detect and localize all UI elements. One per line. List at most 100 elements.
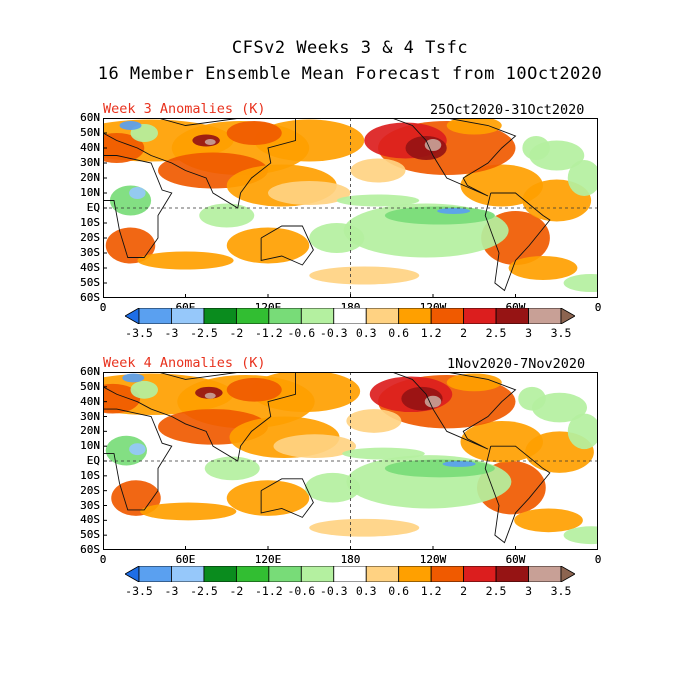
lat-label: 40S bbox=[80, 513, 100, 527]
colorbar-swatch bbox=[365, 566, 400, 582]
anomaly-region bbox=[140, 502, 237, 521]
lat-label: 20N bbox=[80, 424, 100, 438]
colorbar-label: 0.6 bbox=[388, 326, 410, 340]
anomaly-region bbox=[254, 119, 365, 162]
anomaly-region bbox=[122, 373, 145, 383]
lat-label: 30N bbox=[80, 409, 100, 423]
colorbar-label: -3 bbox=[164, 584, 179, 598]
lat-label: 10N bbox=[80, 439, 100, 453]
colorbar-label: -2 bbox=[229, 326, 244, 340]
lat-label: 10N bbox=[80, 186, 100, 199]
anomaly-region bbox=[532, 392, 587, 423]
lat-label: EQ bbox=[86, 201, 100, 214]
lat-label: 50S bbox=[80, 276, 100, 289]
lat-label: 40N bbox=[80, 141, 100, 154]
anomaly-region bbox=[226, 227, 310, 264]
colorbar-swatch bbox=[138, 308, 172, 324]
lat-label: 60N bbox=[80, 111, 100, 124]
colorbar-label: 3 bbox=[525, 584, 532, 598]
lat-label: 20S bbox=[80, 483, 100, 497]
colorbar-label: 3 bbox=[525, 326, 532, 340]
lat-label: 50N bbox=[80, 126, 100, 139]
lat-label: 50N bbox=[80, 379, 100, 393]
colorbar-swatch bbox=[495, 566, 529, 582]
colorbar-label: 3.5 bbox=[550, 584, 572, 598]
coastline bbox=[103, 118, 296, 209]
lat-label: 60N bbox=[80, 111, 100, 124]
lon-label: 120W bbox=[419, 553, 447, 566]
lat-label: 60S bbox=[80, 291, 100, 304]
title-line-1: CFSv2 Weeks 3 & 4 Tsfc bbox=[231, 38, 469, 58]
lon-label: 120W bbox=[419, 553, 447, 566]
anomaly-region bbox=[384, 206, 495, 225]
anomaly-region bbox=[460, 164, 543, 207]
map-week3 bbox=[103, 118, 598, 298]
lat-label: 40S bbox=[80, 261, 100, 274]
anomaly-region bbox=[563, 274, 598, 292]
colorbar-swatch bbox=[235, 566, 270, 582]
anomaly-region bbox=[204, 456, 260, 481]
anomaly-region bbox=[518, 386, 546, 411]
colorbar-swatch bbox=[333, 566, 367, 582]
anomaly-region bbox=[309, 223, 365, 253]
lat-label: 20N bbox=[80, 424, 100, 438]
lon-label: 120E bbox=[254, 553, 282, 566]
anomaly-region bbox=[226, 480, 310, 516]
colorbar-swatch bbox=[463, 566, 497, 582]
colorbar-label: 2.5 bbox=[485, 326, 507, 340]
anomaly-region bbox=[346, 409, 402, 433]
anomaly-region bbox=[268, 181, 351, 205]
colorbar-label: 2 bbox=[460, 584, 468, 598]
colorbar-label: 1.2 bbox=[420, 326, 442, 340]
lat-label: 50S bbox=[80, 528, 100, 542]
lat-label: 60S bbox=[80, 291, 100, 304]
lon-label: 60E bbox=[175, 553, 196, 566]
lon-label: 0 bbox=[99, 301, 107, 314]
colorbar-swatch bbox=[268, 566, 302, 582]
anomaly-region bbox=[105, 435, 147, 466]
lon-label: 0 bbox=[99, 553, 107, 566]
panel-week3-label: Week 3 Anomalies (K) bbox=[103, 101, 266, 117]
lat-label: 40N bbox=[80, 394, 100, 408]
colorbar-label: -2 bbox=[229, 584, 244, 598]
colorbar-swatch bbox=[495, 308, 529, 324]
lat-label: 50S bbox=[80, 528, 100, 542]
colorbar-swatch bbox=[203, 566, 237, 582]
colorbar-label: 0.3 bbox=[355, 584, 377, 598]
lat-label: 60S bbox=[80, 543, 100, 556]
colorbar-label: 0.3 bbox=[355, 326, 377, 340]
anomaly-region bbox=[129, 443, 146, 456]
coastline bbox=[484, 192, 551, 292]
colorbar-swatch bbox=[300, 308, 335, 324]
lon-label: 120E bbox=[254, 553, 282, 566]
colorbar-swatch bbox=[365, 308, 400, 324]
anomaly-region bbox=[226, 377, 282, 402]
anomaly-region bbox=[119, 121, 142, 130]
colorbar-swatch bbox=[171, 308, 205, 324]
lat-label: 30N bbox=[80, 156, 100, 169]
anomaly-region bbox=[442, 461, 476, 467]
coastline bbox=[103, 155, 173, 258]
colorbar-swatch bbox=[430, 566, 465, 582]
anomaly-region bbox=[514, 508, 583, 533]
anomaly-region bbox=[350, 158, 406, 183]
anomaly-region bbox=[508, 256, 578, 280]
colorbar-swatch bbox=[430, 308, 465, 324]
colorbar-swatch bbox=[171, 566, 205, 582]
colorbar-swatch bbox=[463, 308, 497, 324]
colorbar-label: -0.6 bbox=[287, 584, 316, 598]
lat-label: EQ bbox=[86, 454, 100, 467]
colorbar-swatch bbox=[560, 308, 575, 324]
anomaly-field bbox=[103, 372, 598, 550]
lon-label: 0 bbox=[99, 553, 107, 566]
colorbar-label: 2.5 bbox=[485, 584, 507, 598]
anomaly-region bbox=[384, 459, 495, 478]
colorbar-swatch bbox=[203, 308, 237, 324]
anomaly-region bbox=[342, 447, 425, 460]
lat-label: 50N bbox=[80, 379, 100, 393]
anomaly-region bbox=[273, 434, 356, 459]
lat-label: 10S bbox=[80, 468, 100, 482]
colorbar-swatch bbox=[560, 566, 575, 582]
lon-label: 180 bbox=[340, 553, 361, 566]
lat-label: 40N bbox=[80, 394, 100, 408]
